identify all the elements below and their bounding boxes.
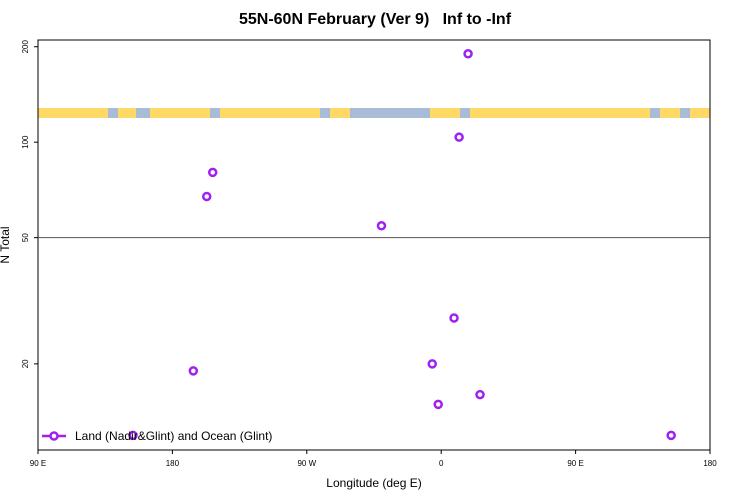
point (376, 221, 387, 231)
x-tick-label: 90 W (297, 459, 316, 468)
y-tick-label: 20 (21, 359, 30, 368)
point (201, 191, 212, 202)
x-tick-label: 0 (439, 459, 444, 468)
chart-title: 55N-60N February (Ver 9) Inf to -Inf (239, 11, 512, 28)
point (207, 167, 218, 178)
x-tick-label: 180 (166, 459, 180, 468)
point (475, 389, 485, 400)
point (433, 399, 443, 410)
x-axis-label: Longitude (deg E) (326, 476, 421, 490)
y-tick-label: 50 (21, 233, 30, 242)
point (666, 430, 676, 441)
y-axis-label: N Total (0, 226, 12, 263)
y-tick-label: 100 (21, 135, 30, 149)
point (449, 313, 459, 323)
point (188, 366, 199, 376)
legend-label: Land (Nadir&Glint) and Ocean (Glint) (75, 429, 272, 443)
y-tick-label: 200 (21, 40, 30, 54)
point (463, 49, 473, 59)
x-tick-label: 90 E (30, 459, 46, 468)
point (454, 132, 464, 142)
x-tick-label: 180 (703, 459, 717, 468)
plot-frame (37, 39, 711, 451)
map-strip (38, 108, 710, 118)
point (128, 430, 138, 441)
point (427, 359, 437, 369)
x-tick-label: 90 E (567, 459, 583, 468)
legend-marker (49, 431, 59, 441)
